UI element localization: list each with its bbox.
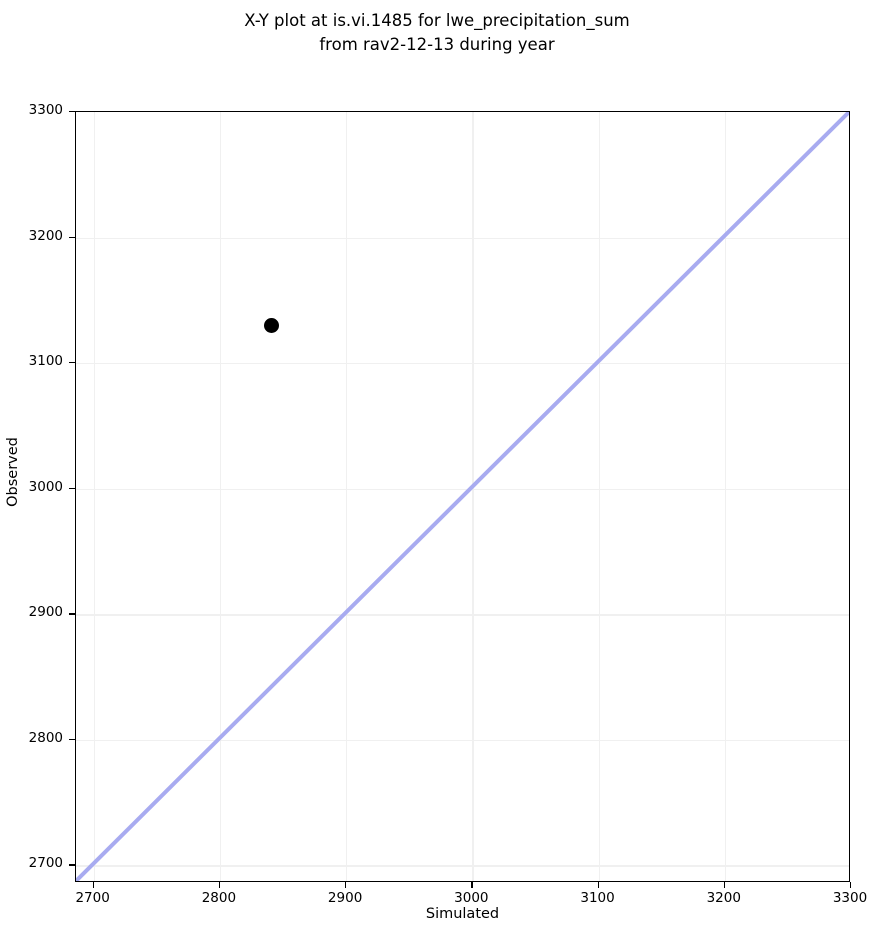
y-tick xyxy=(69,613,75,615)
x-tick xyxy=(345,882,347,888)
y-tick-label: 3100 xyxy=(28,353,63,370)
x-tick-label: 3100 xyxy=(580,890,615,906)
x-tick-label: 3300 xyxy=(832,890,868,906)
gridline-horizontal xyxy=(76,237,849,239)
gridline-vertical xyxy=(93,112,95,881)
gridline-horizontal xyxy=(76,739,849,742)
x-tick-label: 3200 xyxy=(706,890,741,906)
x-tick-label: 2900 xyxy=(327,890,363,906)
gridline-horizontal xyxy=(76,363,849,365)
y-tick-label: 2800 xyxy=(28,729,63,746)
x-tick-label: 2700 xyxy=(75,890,110,906)
y-tick xyxy=(69,487,75,489)
gridline-horizontal xyxy=(76,865,849,867)
y-tick-label: 3300 xyxy=(28,102,63,118)
x-tick xyxy=(723,882,726,888)
one-to-one-line xyxy=(76,112,849,881)
x-tick xyxy=(92,882,94,888)
gridline-vertical xyxy=(472,112,474,881)
x-axis-label: Simulated xyxy=(425,906,500,922)
y-axis-label: Observed xyxy=(5,437,21,507)
gridline-vertical xyxy=(346,112,348,881)
gridline-horizontal xyxy=(76,614,849,616)
plot-area xyxy=(75,111,850,882)
x-tick xyxy=(597,882,599,888)
x-tick-label: 2800 xyxy=(201,890,237,906)
y-tick xyxy=(69,864,75,866)
y-tick-label: 3200 xyxy=(28,227,63,244)
y-tick xyxy=(69,111,75,113)
x-tick xyxy=(471,882,473,888)
y-tick-label: 3000 xyxy=(28,478,63,495)
y-tick-label: 2700 xyxy=(28,855,63,872)
x-tick xyxy=(850,882,852,888)
chart-title: X-Y plot at is.vi.1485 for lwe_precipita… xyxy=(244,11,630,54)
y-tick-labels: 2700 2800 2900 3000 3100 3200 3300 xyxy=(0,0,63,934)
y-tick-label: 2900 xyxy=(28,604,63,621)
gridline-vertical xyxy=(219,112,222,881)
y-tick xyxy=(69,362,75,364)
x-tick xyxy=(218,882,221,888)
x-tick-label: 3000 xyxy=(454,890,489,906)
gridline-vertical xyxy=(724,112,727,881)
gridline-vertical xyxy=(598,112,600,881)
y-tick xyxy=(69,738,75,741)
gridline-horizontal xyxy=(76,488,849,490)
y-tick xyxy=(69,236,75,238)
data-point xyxy=(264,317,280,333)
